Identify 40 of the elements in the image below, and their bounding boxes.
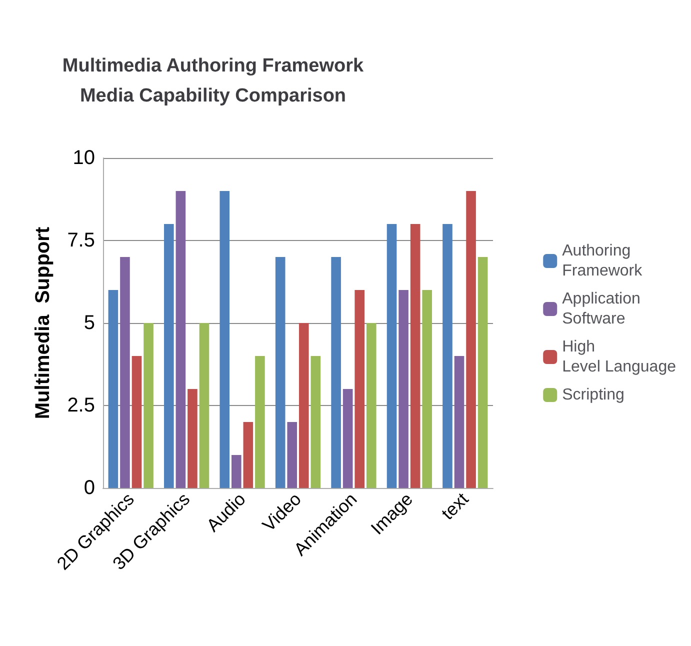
bar (386, 224, 397, 488)
bar (231, 455, 242, 488)
bar (298, 323, 309, 488)
bar (243, 422, 254, 488)
bar (442, 224, 452, 488)
bar (422, 290, 432, 488)
bar (132, 356, 142, 488)
bar (354, 290, 365, 488)
bar (164, 224, 174, 488)
bar (454, 356, 464, 488)
bar (466, 191, 476, 488)
y-tick-label: 10 (72, 147, 95, 169)
bar (287, 422, 298, 488)
bar (310, 356, 321, 488)
legend-label: High Level Language (562, 338, 676, 376)
bar (342, 389, 353, 488)
bar (398, 290, 408, 488)
y-tick-label: 0 (84, 477, 95, 499)
bar (478, 257, 488, 488)
bar (331, 257, 341, 488)
bar (255, 356, 265, 488)
legend-label: Authoring Framework (562, 242, 644, 280)
chart-title: Multimedia Authoring Framework Media Capability Comparison (62, 56, 364, 106)
y-tick-label: 7.5 (67, 230, 95, 252)
bar (144, 323, 154, 488)
bar (199, 323, 210, 488)
bar (108, 290, 118, 488)
bar (188, 389, 198, 488)
y-axis-title: Multimedia Support (32, 226, 54, 420)
bar (275, 257, 286, 488)
bar (220, 191, 230, 488)
x-tick-label: text (438, 488, 472, 524)
bar (410, 224, 420, 488)
bar (176, 191, 186, 488)
y-tick-label: 2.5 (67, 394, 95, 416)
bar (366, 323, 376, 488)
bar (120, 257, 130, 488)
y-tick-label: 5 (84, 312, 95, 334)
legend-label: Scripting (562, 386, 624, 404)
legend-label: Application Software (562, 290, 640, 328)
